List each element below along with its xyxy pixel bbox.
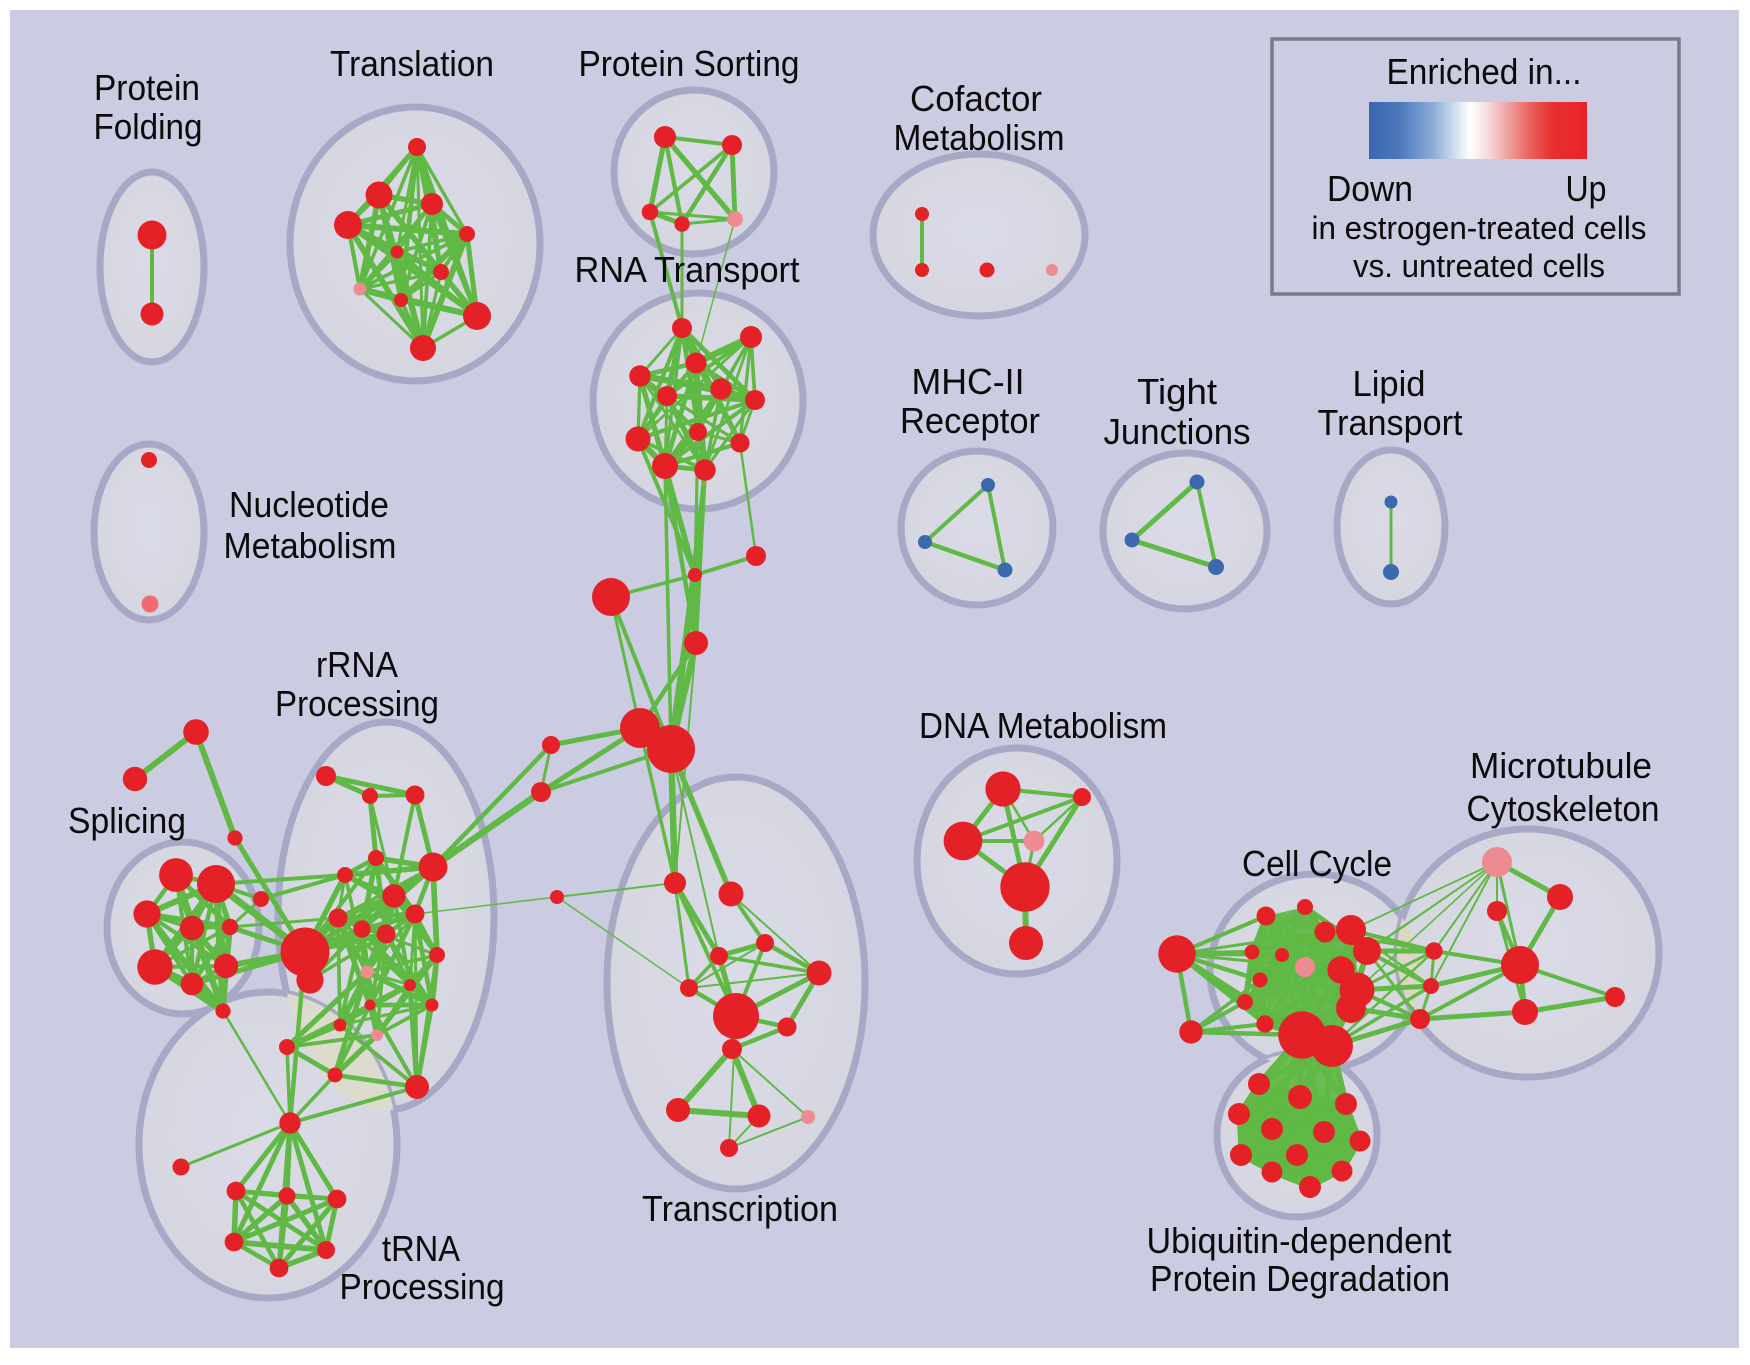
svg-text:MHC-II: MHC-II bbox=[912, 361, 1025, 402]
svg-text:Enriched in...: Enriched in... bbox=[1387, 51, 1582, 92]
svg-text:Ubiquitin-dependent: Ubiquitin-dependent bbox=[1147, 1220, 1452, 1261]
svg-text:Junctions: Junctions bbox=[1104, 411, 1251, 452]
svg-text:rRNA: rRNA bbox=[316, 644, 398, 685]
svg-text:Processing: Processing bbox=[340, 1266, 505, 1307]
svg-text:Cofactor: Cofactor bbox=[910, 78, 1042, 119]
svg-text:Down: Down bbox=[1327, 168, 1413, 209]
svg-text:Transcription: Transcription bbox=[642, 1188, 838, 1229]
svg-text:Metabolism: Metabolism bbox=[894, 117, 1065, 158]
svg-text:Lipid: Lipid bbox=[1353, 363, 1426, 404]
svg-text:Tight: Tight bbox=[1137, 371, 1217, 412]
svg-text:tRNA: tRNA bbox=[382, 1228, 460, 1269]
svg-text:Protein Degradation: Protein Degradation bbox=[1150, 1258, 1450, 1299]
svg-text:Microtubule: Microtubule bbox=[1470, 745, 1652, 786]
svg-text:Cell Cycle: Cell Cycle bbox=[1242, 843, 1392, 884]
svg-text:Up: Up bbox=[1566, 168, 1607, 209]
svg-text:Nucleotide: Nucleotide bbox=[229, 484, 389, 525]
svg-text:Protein Sorting: Protein Sorting bbox=[579, 43, 800, 84]
svg-text:Transport: Transport bbox=[1318, 402, 1463, 443]
svg-text:Protein: Protein bbox=[94, 67, 200, 108]
svg-text:Splicing: Splicing bbox=[68, 800, 186, 841]
svg-text:in estrogen-treated cells: in estrogen-treated cells bbox=[1312, 210, 1647, 246]
svg-text:Translation: Translation bbox=[330, 43, 494, 84]
svg-text:RNA Transport: RNA Transport bbox=[575, 249, 800, 290]
svg-text:Cytoskeleton: Cytoskeleton bbox=[1467, 788, 1660, 829]
svg-text:vs. untreated cells: vs. untreated cells bbox=[1353, 248, 1605, 284]
svg-text:Metabolism: Metabolism bbox=[224, 525, 397, 566]
svg-text:Receptor: Receptor bbox=[900, 400, 1040, 441]
svg-text:Folding: Folding bbox=[94, 106, 203, 147]
svg-text:Processing: Processing bbox=[275, 683, 439, 724]
svg-text:DNA Metabolism: DNA Metabolism bbox=[919, 705, 1167, 746]
